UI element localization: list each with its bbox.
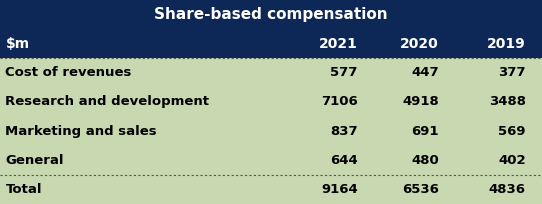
FancyBboxPatch shape	[0, 88, 542, 116]
Text: 577: 577	[330, 66, 358, 79]
Text: 837: 837	[330, 125, 358, 138]
FancyBboxPatch shape	[0, 58, 542, 88]
FancyBboxPatch shape	[0, 29, 542, 58]
Text: $m: $m	[5, 37, 30, 51]
Text: Research and development: Research and development	[5, 95, 209, 109]
Text: 644: 644	[330, 154, 358, 167]
Text: 691: 691	[411, 125, 439, 138]
Text: Marketing and sales: Marketing and sales	[5, 125, 157, 138]
Text: General: General	[5, 154, 64, 167]
FancyBboxPatch shape	[0, 146, 542, 175]
Text: 4918: 4918	[402, 95, 439, 109]
Text: 569: 569	[498, 125, 526, 138]
Text: 402: 402	[498, 154, 526, 167]
Text: 3488: 3488	[489, 95, 526, 109]
FancyBboxPatch shape	[0, 116, 542, 146]
Text: 7106: 7106	[321, 95, 358, 109]
Text: Cost of revenues: Cost of revenues	[5, 66, 132, 79]
Text: 2021: 2021	[319, 37, 358, 51]
Text: 447: 447	[411, 66, 439, 79]
Text: 480: 480	[411, 154, 439, 167]
Text: 377: 377	[498, 66, 526, 79]
Text: 2020: 2020	[401, 37, 439, 51]
FancyBboxPatch shape	[0, 175, 542, 204]
Text: 6536: 6536	[402, 183, 439, 196]
Text: 4836: 4836	[489, 183, 526, 196]
FancyBboxPatch shape	[0, 0, 542, 29]
Text: Total: Total	[5, 183, 42, 196]
Text: 9164: 9164	[321, 183, 358, 196]
Text: Share-based compensation: Share-based compensation	[154, 7, 388, 22]
Text: 2019: 2019	[487, 37, 526, 51]
